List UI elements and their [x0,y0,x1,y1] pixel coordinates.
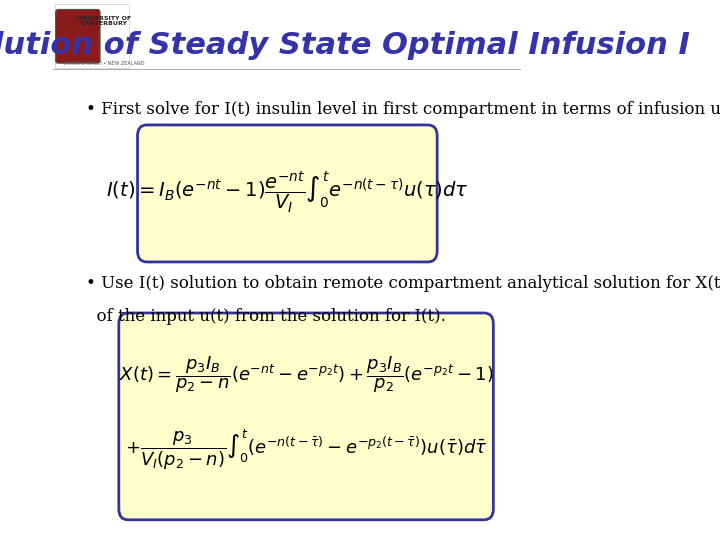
FancyBboxPatch shape [55,9,100,63]
Text: • Use I(t) solution to obtain remote compartment analytical solution for X(t) in: • Use I(t) solution to obtain remote com… [86,275,720,292]
FancyBboxPatch shape [119,313,493,520]
Text: CHRISTCHURCH • NEW ZEALAND: CHRISTCHURCH • NEW ZEALAND [63,60,145,66]
Text: • First solve for I(t) insulin level in first compartment in terms of infusion u: • First solve for I(t) insulin level in … [86,101,720,118]
Text: of the input u(t) from the solution for I(t).: of the input u(t) from the solution for … [86,308,446,325]
FancyBboxPatch shape [55,4,129,68]
Text: UNIVERSITY OF: UNIVERSITY OF [77,16,131,21]
Text: Solution of Steady State Optimal Infusion I: Solution of Steady State Optimal Infusio… [0,31,690,60]
Text: $X(t) = \dfrac{p_3 I_B}{p_2 - n}(e^{-nt} - e^{-p_2 t}) + \dfrac{p_3 I_B}{p_2}(e^: $X(t) = \dfrac{p_3 I_B}{p_2 - n}(e^{-nt}… [119,354,493,395]
FancyBboxPatch shape [138,125,437,262]
Text: $+ \dfrac{p_3}{V_I(p_2 - n)}\int_0^t (e^{-n(t-\bar{\tau})} - e^{-p_2(t-\bar{\tau: $+ \dfrac{p_3}{V_I(p_2 - n)}\int_0^t (e^… [125,428,487,472]
Text: $I(t) = I_B(e^{-nt} - 1)\dfrac{e^{-nt}}{V_I}\int_0^t e^{-n(t-\tau)}u(\tau)d\tau$: $I(t) = I_B(e^{-nt} - 1)\dfrac{e^{-nt}}{… [106,170,469,215]
Text: CANTERBURY: CANTERBURY [81,22,127,26]
